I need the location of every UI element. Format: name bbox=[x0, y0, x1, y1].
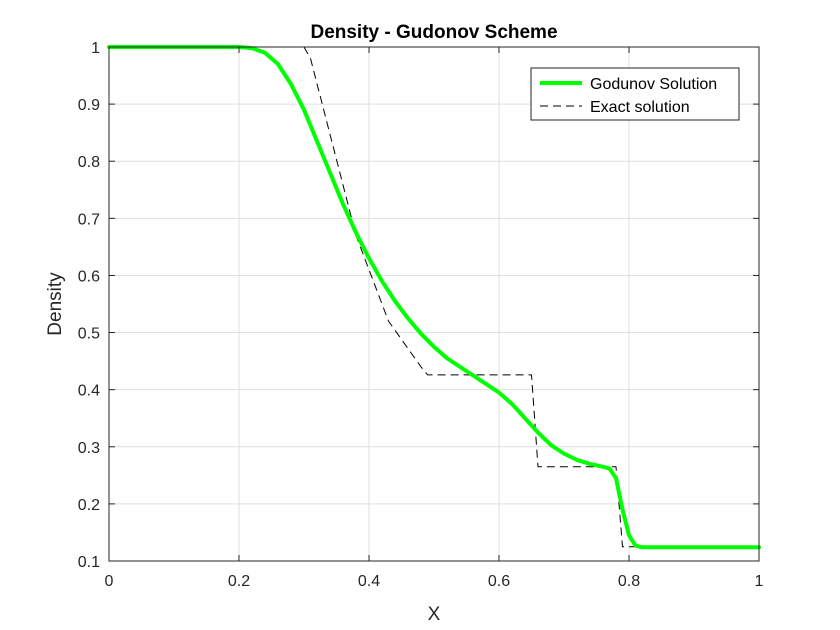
godunov-solution-line bbox=[107, 45, 761, 550]
y-tick-label: 0.8 bbox=[78, 154, 100, 171]
y-tick-label: 0.2 bbox=[78, 497, 100, 514]
chart-title: Density - Gudonov Scheme bbox=[310, 22, 557, 43]
axes-box bbox=[108, 46, 760, 562]
y-tick-label: 0.6 bbox=[78, 268, 100, 285]
legend-label-godunov: Godunov Solution bbox=[590, 76, 717, 93]
x-tick-label: 0.6 bbox=[488, 573, 510, 590]
tick-layer: 0 0.2 0.4 0.6 0.8 1 0.1 0.2 0.3 0.4 0.5 0.6 0.7 0.8 0.… bbox=[78, 40, 764, 590]
y-tick-label: 0.9 bbox=[78, 97, 100, 114]
x-tick-label: 0.2 bbox=[228, 573, 250, 590]
x-tick-label: 0 bbox=[105, 573, 114, 590]
y-tick-label: 0.5 bbox=[78, 326, 100, 343]
y-tick-label: 0.4 bbox=[78, 383, 100, 400]
y-tick-label: 0.3 bbox=[78, 440, 100, 457]
legend: Godunov Solution Exact solution bbox=[530, 67, 740, 121]
y-tick-label: 1 bbox=[91, 40, 100, 57]
grid bbox=[108, 46, 760, 562]
y-axis-label: Density bbox=[45, 272, 66, 336]
y-tick-label: 0.7 bbox=[78, 211, 100, 228]
y-tick-label: 0.1 bbox=[78, 554, 100, 571]
legend-label-exact: Exact solution bbox=[590, 99, 690, 116]
x-tick-label: 0.4 bbox=[358, 573, 380, 590]
x-axis-label: X bbox=[428, 604, 441, 625]
x-tick-label: 1 bbox=[755, 573, 764, 590]
legend-box bbox=[530, 67, 740, 121]
x-tick-label: 0.8 bbox=[618, 573, 640, 590]
